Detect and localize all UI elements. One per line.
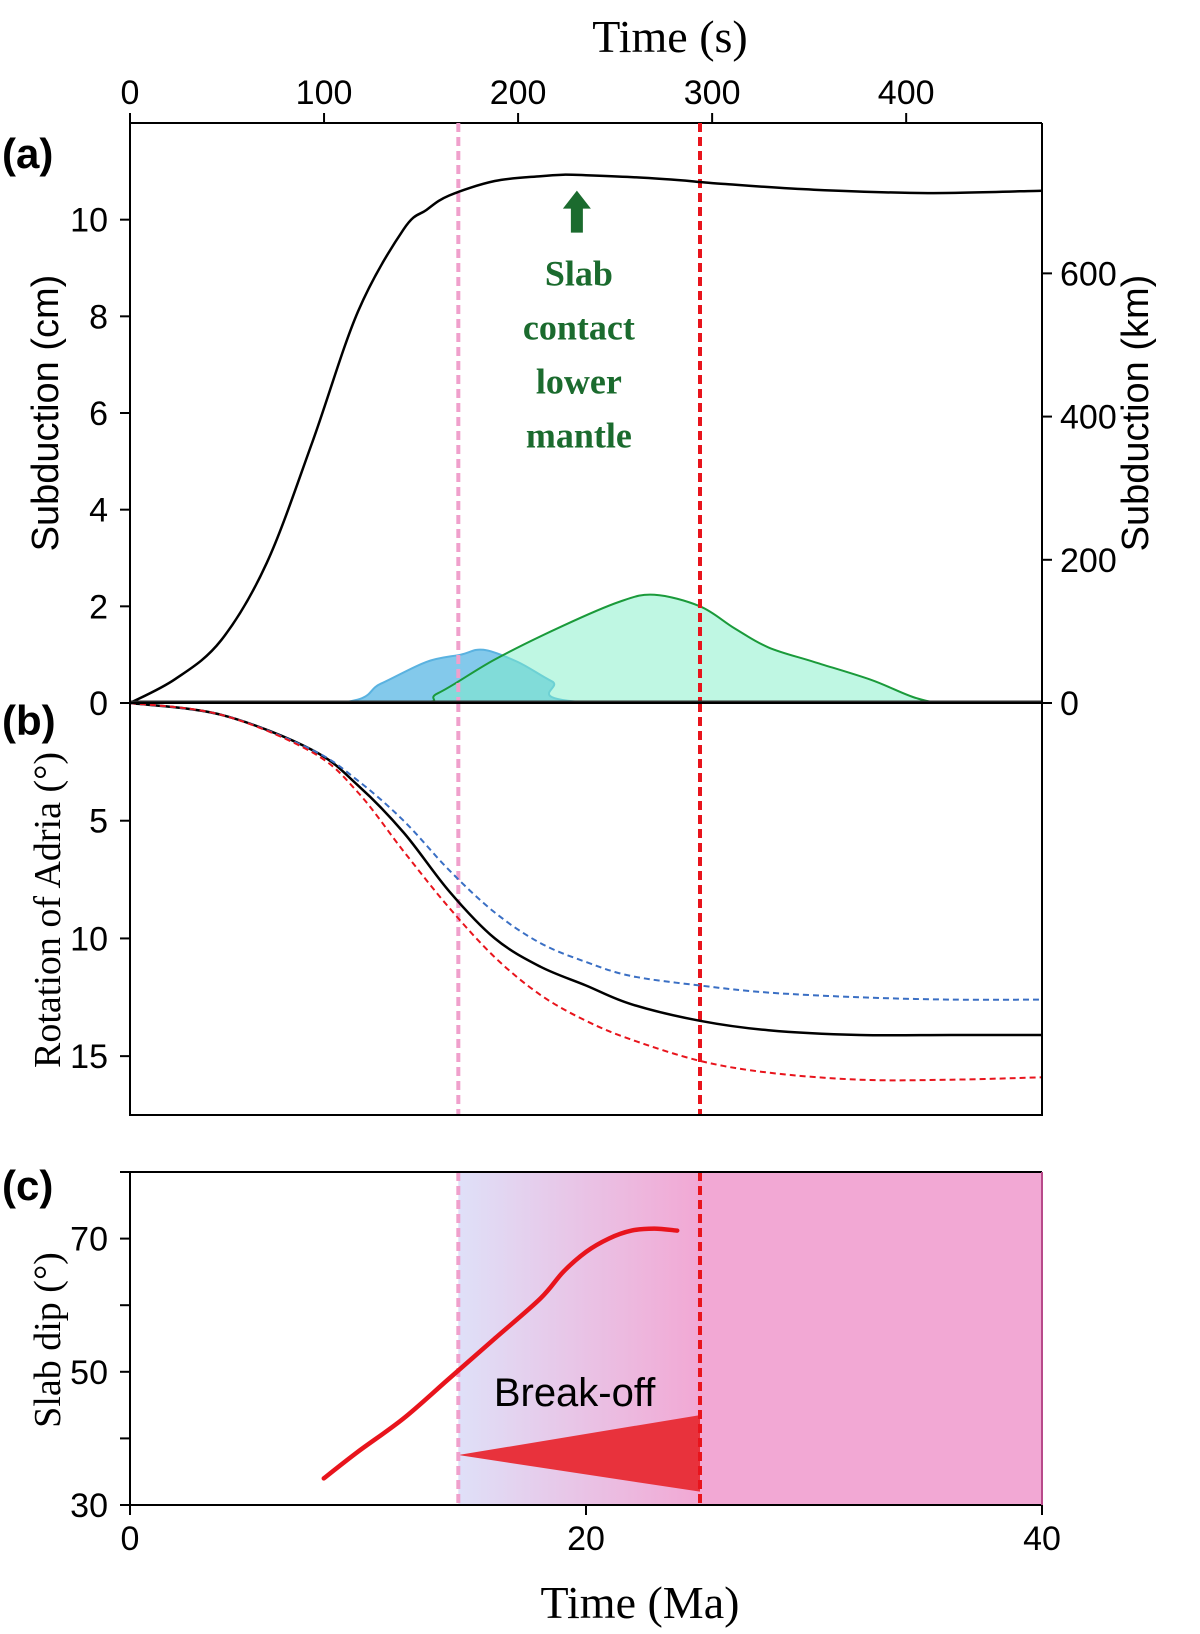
panel-a-ylabel: Subduction (cm) (25, 275, 67, 552)
rotation-upper-line (130, 703, 1042, 1001)
panel-b-left-ticks: 5 10 15 (70, 803, 130, 1076)
left-tick-label: 50 (70, 1354, 108, 1392)
panel-a-ylabel-right: Subduction (km) (1115, 275, 1157, 552)
top-tick-label: 300 (684, 74, 741, 112)
post-break-off-region (700, 1172, 1042, 1505)
left-tick-label: 6 (89, 395, 108, 433)
up-arrow-icon (562, 190, 591, 233)
top-axis-ticks: 0 100 200 300 400 (121, 74, 1042, 124)
panel-c-lines (321, 1172, 702, 1505)
top-tick-label: 200 (490, 74, 547, 112)
left-tick-label: 8 (89, 298, 108, 336)
annotation-line: contact (523, 308, 635, 348)
left-tick-label: 30 (70, 1487, 108, 1525)
left-tick-label: 15 (70, 1038, 108, 1076)
left-tick-label: 4 (89, 492, 108, 530)
rotation-lower-line (130, 703, 1042, 1082)
right-tick-label: 600 (1060, 255, 1117, 293)
panel-c-bottom-ticks: 0 20 40 (121, 1505, 1061, 1558)
panel-b: (b) 5 10 15 Rotation of Adria (°) (2, 697, 1043, 1116)
panel-b-ylabel: Rotation of Adria (°) (27, 752, 69, 1068)
top-axis: Time (s) 0 100 200 300 400 (121, 11, 1042, 124)
panel-c-left-ticks: 30 50 70 (70, 1171, 130, 1525)
rotation-line (130, 703, 1042, 1037)
annotation-line: Slab (545, 254, 613, 294)
bottom-tick-label: 40 (1023, 1520, 1061, 1558)
left-tick-label: 10 (70, 202, 108, 240)
left-tick-label: 0 (89, 685, 108, 723)
slab-dip-line (321, 1226, 680, 1481)
left-tick-label: 5 (89, 803, 108, 841)
top-tick-label: 400 (878, 74, 935, 112)
panel-c-xlabel: Time (Ma) (541, 1577, 740, 1628)
panel-a-left-ticks: 0 2 4 6 8 10 (70, 202, 130, 723)
right-tick-label: 200 (1060, 542, 1117, 580)
left-tick-label: 2 (89, 588, 108, 626)
green-area (130, 593, 1042, 703)
panel-c-ylabel: Slab dip (°) (27, 1252, 69, 1428)
panel-c-label: (c) (2, 1162, 53, 1209)
panel-b-axes (129, 702, 1043, 1116)
bottom-tick-label: 20 (567, 1520, 605, 1558)
panel-b-label: (b) (2, 697, 56, 744)
break-off-label: Break-off (494, 1371, 656, 1415)
left-tick-label: 10 (70, 920, 108, 958)
panel-b-frame (129, 702, 1043, 1116)
top-axis-title: Time (s) (592, 11, 748, 62)
annotation-line: mantle (526, 416, 632, 456)
right-tick-label: 0 (1060, 685, 1079, 723)
slab-contact-annotation: Slab contact lower mantle (523, 190, 635, 456)
panel-a-areas (130, 593, 1042, 703)
right-tick-label: 400 (1060, 399, 1117, 437)
annotation-line: lower (536, 362, 622, 402)
top-tick-label: 100 (296, 74, 353, 112)
break-off-wedge (458, 1415, 700, 1492)
panel-a-label: (a) (2, 130, 53, 177)
panel-a: (a) 0 2 4 6 8 10 0 200 400 600 Subduction (cm) S… (2, 123, 1157, 723)
panel-a-right-ticks: 0 200 400 600 (1042, 255, 1117, 723)
subduction-line (130, 173, 1042, 703)
panel-c-shading: Break-off (458, 1172, 1042, 1505)
panel-b-lines (130, 703, 1042, 1115)
left-tick-label: 70 (70, 1221, 108, 1259)
bottom-tick-label: 0 (121, 1520, 140, 1558)
top-tick-label: 0 (121, 74, 140, 112)
